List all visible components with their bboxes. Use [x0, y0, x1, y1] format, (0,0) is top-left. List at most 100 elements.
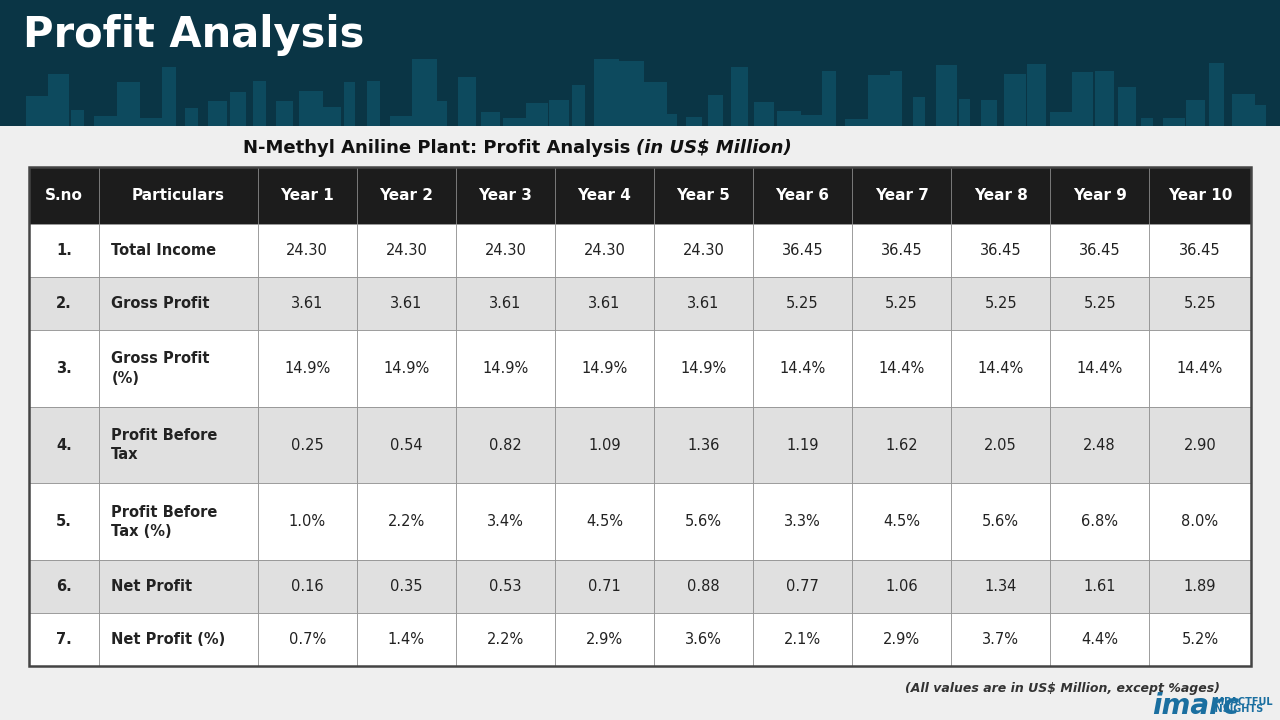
- Text: 14.9%: 14.9%: [581, 361, 627, 376]
- Bar: [99, 613, 257, 666]
- Text: 36.45: 36.45: [1079, 243, 1120, 258]
- Bar: [951, 560, 1050, 613]
- Bar: [257, 167, 357, 225]
- Bar: [556, 407, 654, 483]
- Text: 2.48: 2.48: [1083, 438, 1116, 453]
- Bar: [1149, 225, 1251, 277]
- Text: 1.62: 1.62: [886, 438, 918, 453]
- Text: 7.: 7.: [56, 632, 72, 647]
- Bar: [640, 82, 667, 126]
- Text: 2.9%: 2.9%: [586, 632, 623, 647]
- Text: Gross Profit: Gross Profit: [111, 296, 210, 311]
- Bar: [257, 330, 357, 407]
- Text: 24.30: 24.30: [682, 243, 724, 258]
- Bar: [654, 167, 753, 225]
- Bar: [556, 167, 654, 225]
- Bar: [357, 225, 456, 277]
- Text: 36.45: 36.45: [979, 243, 1021, 258]
- Bar: [257, 277, 357, 330]
- Bar: [1149, 277, 1251, 330]
- Text: Profit Before
Tax (%): Profit Before Tax (%): [111, 505, 218, 539]
- Bar: [556, 560, 654, 613]
- Bar: [951, 277, 1050, 330]
- Bar: [99, 277, 257, 330]
- Bar: [951, 483, 1050, 560]
- Bar: [913, 97, 925, 126]
- Text: 1.36: 1.36: [687, 438, 719, 453]
- Bar: [207, 101, 228, 126]
- Bar: [456, 330, 556, 407]
- Text: 5.25: 5.25: [1184, 296, 1216, 311]
- Bar: [654, 330, 753, 407]
- Text: Year 5: Year 5: [677, 188, 731, 203]
- Text: 5.2%: 5.2%: [1181, 632, 1219, 647]
- Bar: [951, 167, 1050, 225]
- Text: 1.0%: 1.0%: [289, 514, 326, 529]
- Text: 1.61: 1.61: [1083, 579, 1116, 594]
- Bar: [357, 277, 456, 330]
- Text: IMPACTFUL: IMPACTFUL: [1211, 697, 1272, 707]
- Bar: [1254, 105, 1266, 126]
- Bar: [526, 104, 548, 126]
- Text: 36.45: 36.45: [1179, 243, 1221, 258]
- Bar: [344, 82, 356, 126]
- Text: 4.5%: 4.5%: [883, 514, 920, 529]
- Text: 2.2%: 2.2%: [486, 632, 524, 647]
- Bar: [99, 330, 257, 407]
- Bar: [556, 483, 654, 560]
- Bar: [852, 225, 951, 277]
- Bar: [754, 102, 773, 126]
- Bar: [456, 407, 556, 483]
- Bar: [1027, 64, 1046, 126]
- Bar: [753, 613, 852, 666]
- Bar: [852, 330, 951, 407]
- Bar: [556, 330, 654, 407]
- Text: (in US$ Million): (in US$ Million): [636, 139, 792, 157]
- Text: 0.25: 0.25: [291, 438, 324, 453]
- Bar: [140, 118, 166, 126]
- Text: 4.5%: 4.5%: [586, 514, 623, 529]
- Text: 14.4%: 14.4%: [978, 361, 1024, 376]
- Text: Total Income: Total Income: [111, 243, 216, 258]
- Bar: [654, 407, 753, 483]
- Bar: [99, 560, 257, 613]
- Bar: [321, 107, 340, 126]
- Bar: [686, 117, 701, 126]
- Text: 5.6%: 5.6%: [982, 514, 1019, 529]
- Bar: [357, 613, 456, 666]
- Bar: [936, 66, 957, 126]
- Bar: [891, 71, 902, 126]
- Bar: [389, 116, 417, 126]
- Text: (All values are in US$ Million, except %ages): (All values are in US$ Million, except %…: [905, 682, 1220, 695]
- Bar: [799, 115, 827, 126]
- Bar: [852, 277, 951, 330]
- Bar: [367, 81, 380, 126]
- Bar: [549, 100, 568, 126]
- Bar: [29, 277, 99, 330]
- Bar: [357, 560, 456, 613]
- Text: Year 10: Year 10: [1167, 188, 1233, 203]
- Text: 2.2%: 2.2%: [388, 514, 425, 529]
- Bar: [753, 330, 852, 407]
- Bar: [951, 407, 1050, 483]
- Bar: [49, 73, 69, 126]
- Bar: [1050, 613, 1149, 666]
- Bar: [29, 330, 99, 407]
- Bar: [731, 68, 748, 126]
- Text: Year 2: Year 2: [379, 188, 434, 203]
- Bar: [357, 167, 456, 225]
- Text: 2.90: 2.90: [1184, 438, 1216, 453]
- Text: 3.4%: 3.4%: [486, 514, 524, 529]
- Text: 5.: 5.: [56, 514, 72, 529]
- Text: Year 3: Year 3: [479, 188, 532, 203]
- Bar: [29, 560, 99, 613]
- Text: 14.4%: 14.4%: [780, 361, 826, 376]
- Text: 14.4%: 14.4%: [878, 361, 924, 376]
- Bar: [708, 95, 723, 126]
- Bar: [257, 225, 357, 277]
- Text: 4.: 4.: [56, 438, 72, 453]
- Text: 5.25: 5.25: [786, 296, 819, 311]
- Bar: [777, 111, 801, 126]
- Bar: [99, 225, 257, 277]
- Text: 14.9%: 14.9%: [284, 361, 330, 376]
